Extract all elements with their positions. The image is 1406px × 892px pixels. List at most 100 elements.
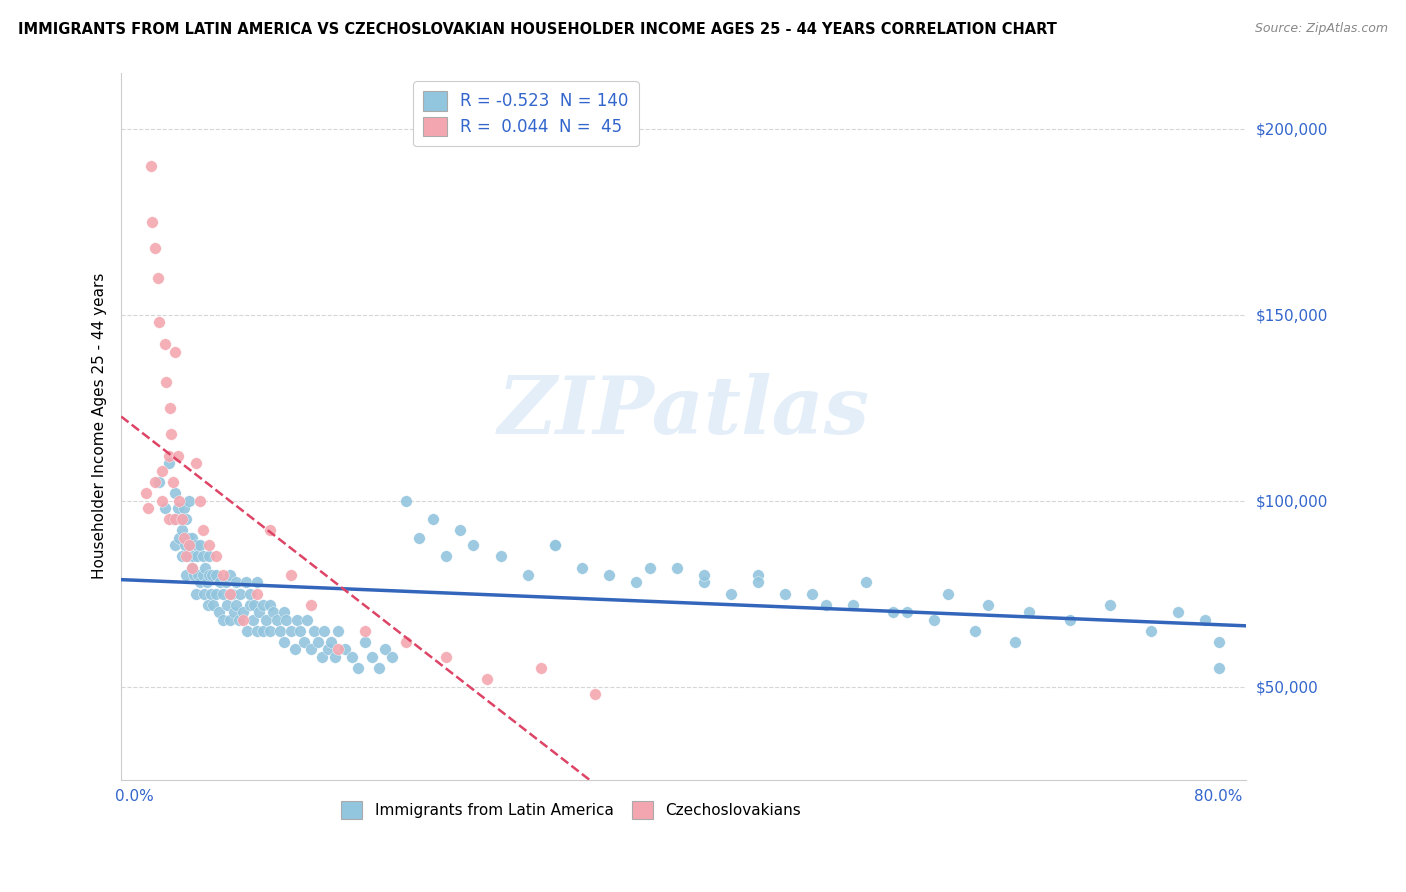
Point [1099,598,1122,612]
Point [321,635,343,649]
Point [367,661,389,675]
Text: Source: ZipAtlas.com: Source: ZipAtlas.com [1254,22,1388,36]
Point [194,560,217,574]
Point [184,587,207,601]
Point [165,345,187,359]
Point [292,635,315,649]
Point [323,649,346,664]
Point [209,575,232,590]
Point [148,475,170,489]
Point [801,587,824,601]
Point [211,613,233,627]
Point [160,426,183,441]
Point [236,624,259,638]
Point [395,635,418,649]
Point [188,493,211,508]
Point [191,549,214,564]
Point [173,501,195,516]
Point [259,598,281,612]
Point [157,457,180,471]
Point [489,549,512,564]
Point [232,605,254,619]
Point [544,538,567,552]
Point [922,613,945,627]
Point [188,575,211,590]
Point [155,375,177,389]
Point [693,568,716,582]
Point [408,531,430,545]
Text: IMMIGRANTS FROM LATIN AMERICA VS CZECHOSLOVAKIAN HOUSEHOLDER INCOME AGES 25 - 44: IMMIGRANTS FROM LATIN AMERICA VS CZECHOS… [18,22,1057,37]
Point [638,560,661,574]
Point [225,575,247,590]
Point [307,635,329,649]
Point [516,568,538,582]
Point [172,524,194,538]
Point [259,624,281,638]
Point [184,457,207,471]
Point [720,587,742,601]
Point [139,159,162,173]
Point [280,568,302,582]
Point [288,624,311,638]
Point [150,464,173,478]
Point [211,568,233,582]
Point [963,624,986,638]
Point [177,549,200,564]
Point [340,649,363,664]
Point [218,587,240,601]
Point [285,613,308,627]
Point [221,587,243,601]
Point [326,624,349,638]
Point [200,587,222,601]
Point [202,598,225,612]
Point [571,560,593,574]
Point [162,512,184,526]
Point [360,649,382,664]
Point [243,598,266,612]
Point [172,549,194,564]
Point [395,493,418,508]
Point [148,315,170,329]
Point [747,568,769,582]
Point [198,568,221,582]
Point [326,642,349,657]
Point [1018,605,1040,619]
Point [252,598,274,612]
Point [374,642,396,657]
Point [544,538,567,552]
Point [246,624,269,638]
Point [882,605,904,619]
Point [174,568,197,582]
Point [180,560,202,574]
Point [259,524,281,538]
Point [314,624,336,638]
Point [205,549,228,564]
Legend: Immigrants from Latin America, Czechoslovakians: Immigrants from Latin America, Czechoslo… [335,795,807,825]
Point [172,512,194,526]
Point [198,549,221,564]
Point [977,598,1000,612]
Point [191,524,214,538]
Point [146,270,169,285]
Point [177,531,200,545]
Point [187,568,209,582]
Point [252,624,274,638]
Point [434,649,457,664]
Point [157,512,180,526]
Point [198,538,221,552]
Point [150,493,173,508]
Point [169,493,191,508]
Point [896,605,918,619]
Point [167,501,190,516]
Point [215,598,238,612]
Point [186,549,208,564]
Point [135,486,157,500]
Point [143,241,166,255]
Point [299,642,322,657]
Point [174,538,197,552]
Point [159,401,181,415]
Point [583,687,606,701]
Point [165,512,187,526]
Point [273,605,295,619]
Point [530,661,553,675]
